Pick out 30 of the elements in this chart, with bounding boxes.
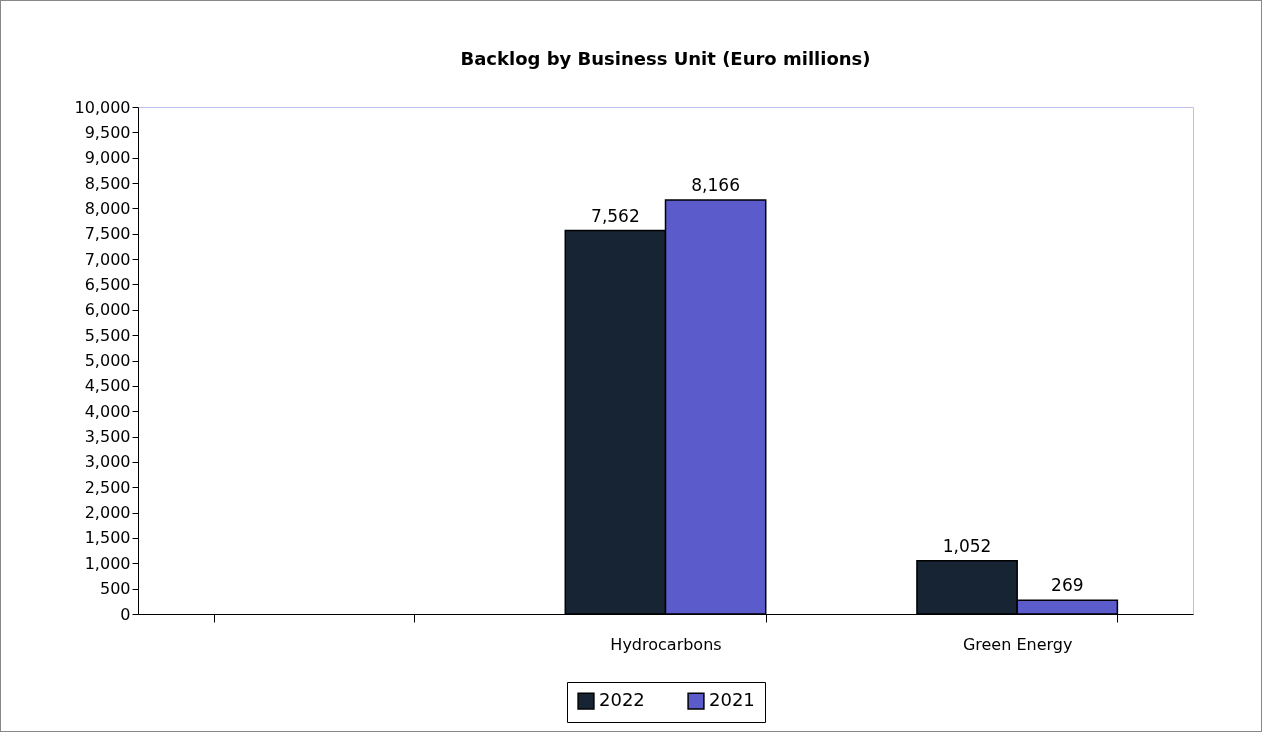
y-tick-label: 10,000 [74, 97, 131, 117]
y-tick-label: 2,500 [84, 477, 131, 497]
y-tick-label: 2,000 [84, 503, 131, 523]
data-label: 269 [1051, 575, 1084, 596]
y-tick-label: 5,500 [84, 325, 131, 345]
y-tick-label: 4,500 [84, 376, 131, 396]
y-tick-label: 6,000 [84, 300, 131, 320]
y-tick-label: 4,000 [84, 401, 131, 421]
y-tick-label: 7,500 [84, 224, 131, 244]
y-tick-label: 1,000 [84, 553, 131, 573]
y-tick-label: 3,500 [84, 427, 131, 447]
data-label: 7,562 [591, 205, 640, 226]
y-tick-label: 8,500 [84, 173, 131, 193]
chart-title: Backlog by Business Unit (Euro millions) [460, 48, 871, 69]
legend-label: 2022 [599, 689, 645, 711]
y-tick-label: 9,500 [84, 122, 131, 142]
y-tick-label: 3,000 [84, 452, 131, 472]
y-tick-label: 9,000 [84, 148, 131, 168]
data-label: 8,166 [691, 174, 740, 195]
y-tick-label: 0 [120, 604, 131, 624]
data-label: 1,052 [942, 535, 992, 556]
y-tick-label: 1,500 [84, 528, 131, 548]
y-tick-label: 7,000 [84, 249, 131, 269]
x-tick-label: Hydrocarbons [610, 634, 722, 654]
y-tick-label: 6,500 [84, 274, 131, 294]
legend-label: 2021 [709, 689, 755, 711]
y-tick-label: 500 [99, 579, 131, 599]
y-tick-label: 8,000 [84, 198, 131, 218]
y-tick-label: 5,000 [84, 351, 131, 370]
x-tick-label: Green Energy [962, 634, 1073, 654]
